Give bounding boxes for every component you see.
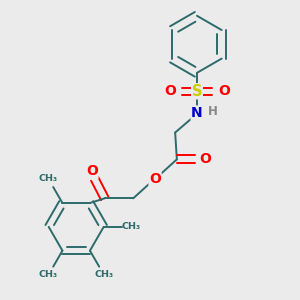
Text: CH₃: CH₃ (94, 270, 113, 279)
Text: N: N (191, 106, 203, 120)
Text: O: O (149, 172, 161, 186)
Text: CH₃: CH₃ (39, 174, 58, 183)
Text: S: S (192, 84, 202, 99)
Text: O: O (218, 84, 230, 98)
Text: CH₃: CH₃ (39, 270, 58, 279)
Text: CH₃: CH₃ (122, 222, 141, 231)
Text: O: O (86, 164, 98, 178)
Text: O: O (164, 84, 176, 98)
Text: H: H (208, 105, 218, 118)
Text: O: O (199, 152, 211, 167)
